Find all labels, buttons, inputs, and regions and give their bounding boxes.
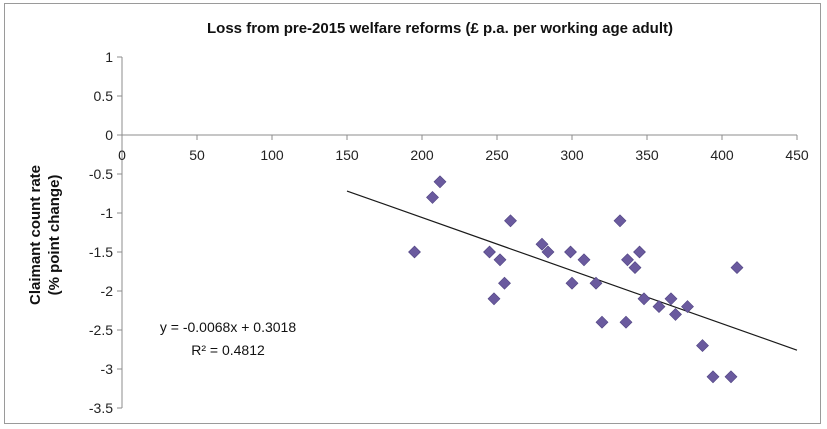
data-point [613, 214, 627, 228]
y-tick-label: 0.5 [94, 88, 114, 104]
data-point [633, 245, 646, 259]
data-point [535, 237, 549, 251]
y-axis-label-line1: Claimant count rate [27, 165, 44, 305]
data-point [628, 261, 642, 275]
x-tick-label: 0 [118, 147, 126, 163]
axes: 1 0.5 0 -0.5 -1 -1.5 -2 -2.5 -3 -3.5 0 50 100 150 200 2… [89, 49, 809, 416]
data-point [487, 292, 501, 306]
data-point [408, 245, 421, 259]
data-point [483, 245, 496, 259]
data-point [652, 300, 666, 314]
data-point [681, 300, 694, 314]
x-tick-label: 250 [485, 147, 509, 163]
x-tick-label: 450 [785, 147, 809, 163]
data-point [541, 245, 555, 259]
data-point [637, 292, 651, 306]
x-tick-label: 50 [189, 147, 205, 163]
data-point [504, 214, 517, 228]
trendline [346, 190, 798, 351]
y-tick-label: -3.5 [89, 400, 113, 416]
y-tick-label: -3 [101, 361, 114, 377]
data-point [564, 245, 577, 259]
x-tick-label: 100 [260, 147, 284, 163]
data-point [589, 276, 603, 290]
y-tick-label: -1.5 [89, 244, 113, 260]
y-tick-label: -0.5 [89, 166, 113, 182]
y-axis-label: Claimant count rate (% point change) [27, 165, 63, 305]
data-point [619, 315, 633, 329]
x-tick-label: 400 [710, 147, 734, 163]
data-point [669, 307, 682, 321]
data-point [595, 315, 609, 329]
y-tick-label: 1 [105, 49, 113, 65]
data-point [426, 190, 439, 204]
data-point [498, 276, 511, 290]
y-tick-label: -2 [101, 283, 114, 299]
chart-frame [4, 3, 821, 424]
y-tick-label: -1 [101, 205, 114, 221]
data-point [730, 261, 744, 275]
x-tick-label: 150 [335, 147, 359, 163]
data-point [696, 339, 709, 353]
data-point [577, 253, 591, 267]
data-point [565, 276, 579, 290]
data-point [724, 370, 738, 384]
trendline-equation: y = -0.0068x + 0.3018 [160, 319, 296, 335]
r-squared-label: R² = 0.4812 [191, 342, 265, 358]
x-tick-label: 350 [635, 147, 659, 163]
x-tick-label: 300 [560, 147, 584, 163]
data-point [621, 253, 634, 267]
y-axis-label-line2: (% point change) [46, 175, 63, 296]
y-tick-label: 0 [105, 127, 113, 143]
data-point [706, 370, 720, 384]
data-point [664, 292, 678, 306]
data-point [493, 253, 507, 267]
data-point [433, 175, 447, 189]
x-tick-label: 200 [410, 147, 434, 163]
data-points [408, 175, 744, 384]
y-tick-label: -2.5 [89, 322, 113, 338]
chart-title: Loss from pre-2015 welfare reforms (£ p.… [207, 20, 673, 37]
